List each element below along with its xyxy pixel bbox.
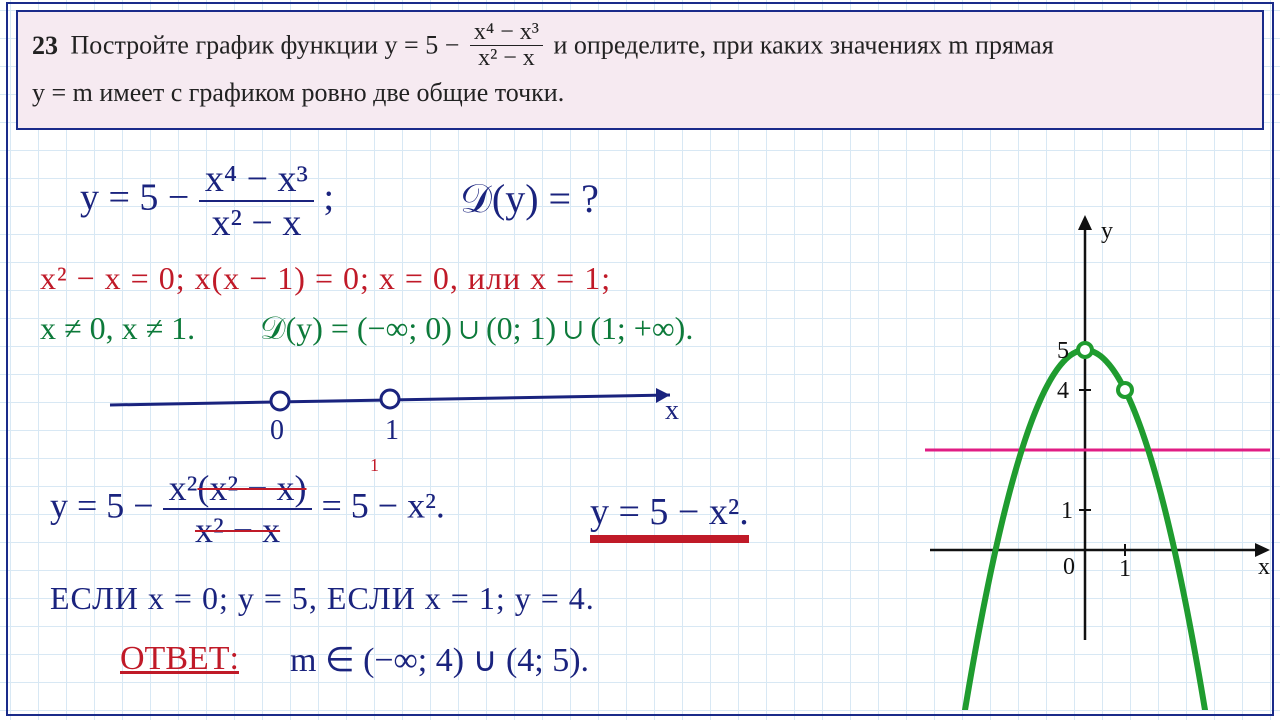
simplify-frac: x²(x² − x) x² − x: [163, 470, 313, 548]
problem-fraction: x⁴ − x³ x² − x: [470, 20, 543, 71]
parabola-graph: y x 0 1 4 5 1: [920, 210, 1280, 710]
simplify-den: x² − x: [189, 510, 286, 548]
simplified-eq-text: y = 5 − x².: [590, 491, 749, 538]
svg-text:y: y: [1101, 218, 1113, 244]
answer-label: ОТВЕТ:: [120, 640, 239, 678]
problem-box: 23 Постройте график функции y = 5 − x⁴ −…: [16, 10, 1264, 130]
step-domain: 𝒟(y) = (−∞; 0) ∪ (0; 1) ∪ (1; +∞).: [260, 310, 693, 348]
svg-text:1: 1: [1061, 498, 1073, 524]
step-original-eq: y = 5 − x⁴ − x³ x² − x ;: [80, 160, 334, 242]
numline-label-x: x: [665, 395, 679, 427]
svg-text:4: 4: [1057, 378, 1069, 404]
number-line: [100, 370, 720, 450]
answer-expression: m ∈ (−∞; 4) ∪ (4; 5).: [290, 640, 589, 680]
svg-text:x: x: [1258, 554, 1270, 580]
step-evaluate-holes: ЕСЛИ x = 0; y = 5, ЕСЛИ x = 1; y = 4.: [50, 580, 595, 617]
simplify-lhs: y = 5 −: [50, 485, 163, 525]
step1-frac: x⁴ − x³ x² − x: [199, 160, 314, 242]
problem-line-2: y = m имеет с графиком ровно две общие т…: [32, 73, 1248, 113]
numline-label-1: 1: [385, 415, 399, 447]
step1-semi: ;: [323, 177, 334, 219]
step1-frac-num: x⁴ − x³: [199, 160, 314, 202]
step-restrictions: x ≠ 0, x ≠ 1.: [40, 310, 195, 347]
problem-eq-lhs: y = 5 −: [385, 31, 466, 60]
simplify-result: = 5 − x².: [321, 485, 444, 525]
cancel-exp-1: 1: [370, 455, 379, 476]
problem-number: 23: [32, 31, 58, 60]
step1-lhs: y = 5 −: [80, 177, 199, 219]
numline-label-0: 0: [270, 415, 284, 447]
svg-text:5: 5: [1057, 338, 1069, 364]
problem-text-mid: и определите, при каких значениях m прям…: [553, 31, 1053, 60]
svg-text:1: 1: [1119, 556, 1131, 582]
step1-frac-den: x² − x: [206, 202, 308, 242]
problem-text-before: Постройте график функции: [71, 31, 385, 60]
fraction-denominator: x² − x: [470, 46, 543, 71]
simplified-equation: y = 5 − x².: [590, 490, 749, 534]
problem-line-1: 23 Постройте график функции y = 5 − x⁴ −…: [32, 22, 1248, 73]
step-simplify: y = 5 − x²(x² − x) x² − x = 5 − x².: [50, 470, 445, 548]
step-solve-denominator: x² − x = 0; x(x − 1) = 0; x = 0, или x =…: [40, 260, 611, 297]
simplify-num: x²(x² − x): [163, 470, 313, 510]
domain-question: 𝒟(y) = ?: [460, 175, 599, 222]
svg-text:0: 0: [1063, 554, 1075, 580]
fraction-numerator: x⁴ − x³: [470, 20, 543, 46]
